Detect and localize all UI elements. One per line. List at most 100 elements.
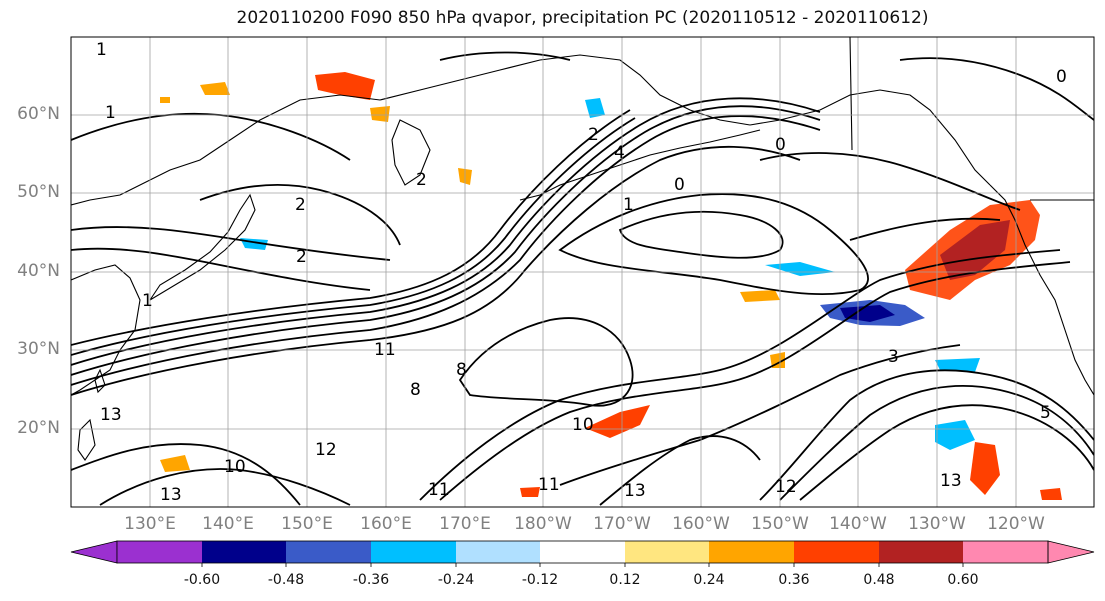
- colorbar-tick-label: 0.48: [863, 572, 895, 588]
- precip-positive-region: [370, 106, 390, 122]
- japan-coastline: [149, 193, 256, 301]
- precip-shading: [160, 72, 1062, 500]
- contour-line: [439, 261, 1071, 501]
- kamchatka-coastline: [391, 119, 431, 186]
- precip-negative-region: [935, 420, 975, 450]
- precip-positive-region: [520, 487, 540, 497]
- colorbar-extend-high: [1047, 540, 1095, 564]
- contour-label: 12: [775, 477, 797, 497]
- contour-line: [199, 183, 401, 246]
- colorbar-segment: [709, 541, 794, 563]
- precip-positive-region: [200, 82, 230, 95]
- contour-line: [71, 145, 801, 396]
- colorbar-tick-label: 0.24: [693, 572, 725, 588]
- colorbar-segment: [625, 541, 709, 563]
- contour-line: [558, 193, 869, 295]
- lon-label: 120°W: [987, 514, 1045, 534]
- contour-line: [759, 369, 1094, 501]
- contour-line: [99, 468, 351, 506]
- asia-coastline: [71, 54, 751, 206]
- aleutian-islands: [519, 129, 761, 201]
- colorbar-segment: [286, 541, 371, 563]
- lon-label: 160°E: [360, 514, 412, 534]
- contour-label: 13: [940, 471, 962, 491]
- contour-label: 12: [315, 440, 337, 460]
- contour-label: 2: [296, 247, 307, 267]
- colorbar-segment: [456, 541, 540, 563]
- precip-positive-region: [160, 97, 170, 103]
- colorbar-segment: [202, 541, 286, 563]
- contour-label: 13: [100, 405, 122, 425]
- colorbar-segment: [794, 541, 879, 563]
- colorbar-segment: [117, 541, 202, 563]
- contour-label: 11: [374, 340, 396, 360]
- contour-label: 8: [410, 380, 421, 400]
- colorbar-extend-low: [70, 540, 118, 564]
- contour-line: [71, 443, 301, 506]
- contour-label: 11: [428, 480, 450, 500]
- contour-line: [439, 51, 571, 61]
- lon-label: 170°W: [593, 514, 651, 534]
- contour-label: 2: [416, 170, 427, 190]
- colorbar-segment: [371, 541, 456, 563]
- colorbar-segment: [963, 541, 1048, 563]
- lon-label: 160°W: [672, 514, 730, 534]
- precip-positive-region: [1040, 488, 1062, 500]
- colorbar-segment: [540, 541, 625, 563]
- coastlines: [71, 37, 1094, 461]
- precip-negative-region: [840, 305, 895, 322]
- contour-label: 5: [1040, 403, 1051, 423]
- lat-label: 50°N: [17, 182, 60, 202]
- contour-label: 11: [538, 475, 560, 495]
- precip-negative-region: [585, 98, 605, 118]
- contour-label: 1: [105, 103, 116, 123]
- contour-line: [849, 217, 1001, 241]
- contour-line: [71, 109, 631, 346]
- contour-label: 10: [572, 415, 594, 435]
- lat-label: 20°N: [17, 418, 60, 438]
- precip-positive-region: [940, 220, 1010, 280]
- contour-line: [71, 226, 391, 261]
- colorbar-tick-label: 0.12: [609, 572, 641, 588]
- contour-line: [458, 317, 634, 407]
- colorbar-tick-label: 0.36: [778, 572, 810, 588]
- contour-line: [71, 97, 821, 366]
- lon-label: 150°W: [751, 514, 809, 534]
- precip-positive-region: [740, 290, 780, 302]
- contour-label: 13: [624, 481, 646, 501]
- colorbar-tick-label: -0.12: [521, 572, 559, 588]
- contour-line: [559, 344, 961, 486]
- contour-label: 10: [224, 457, 246, 477]
- contour-label: 0: [775, 135, 786, 155]
- contour-label: 0: [674, 175, 685, 195]
- contour-label: 4: [614, 143, 625, 163]
- precip-positive-region: [315, 72, 375, 100]
- contour-label: 1: [96, 40, 107, 60]
- contour-label: 2: [588, 125, 599, 145]
- lon-label: 180°W: [514, 514, 572, 534]
- lon-label: 140°W: [829, 514, 887, 534]
- precip-positive-region: [770, 352, 785, 368]
- contour-line: [779, 384, 1094, 501]
- contour-label: 8: [456, 360, 467, 380]
- colorbar-tick-label: 0.60: [947, 572, 979, 588]
- contour-line: [799, 404, 1094, 501]
- precip-positive-region: [160, 455, 190, 472]
- precip-positive-region: [585, 405, 650, 438]
- canada-border: [849, 37, 1094, 201]
- precip-negative-region: [935, 358, 980, 372]
- precip-positive-region: [970, 442, 1000, 495]
- lat-label: 40°N: [17, 261, 60, 281]
- contour-label: 1: [623, 195, 634, 215]
- contour-line: [71, 105, 821, 376]
- colorbar: [70, 540, 1095, 567]
- map-frame: [70, 36, 1095, 508]
- precip-negative-region: [765, 262, 835, 276]
- contour-label: 1: [142, 291, 153, 311]
- colorbar-tick-label: -0.24: [437, 572, 475, 588]
- lat-label: 30°N: [17, 339, 60, 359]
- map-title: 2020110200 F090 850 hPa qvapor, precipit…: [236, 8, 929, 28]
- contour-label: 2: [295, 195, 306, 215]
- contour-line: [759, 152, 1021, 211]
